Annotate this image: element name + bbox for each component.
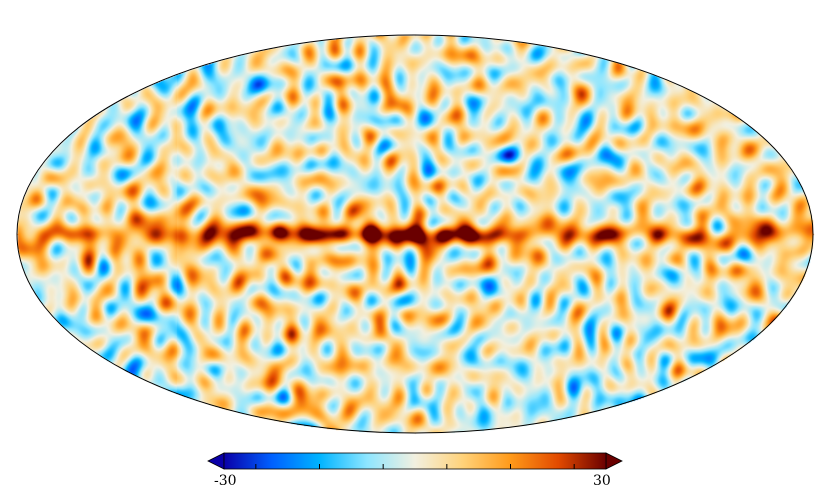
- colorbar-max-label: 30: [593, 473, 611, 489]
- sky-map: [0, 0, 830, 445]
- colorbar-low-extend-arrow: [207, 452, 225, 470]
- colorbar-gradient: [223, 452, 607, 470]
- map-boundary-ellipse: [16, 34, 814, 434]
- colorbar-high-extend-arrow: [605, 452, 623, 470]
- colorbar-min-label: -30: [214, 473, 237, 489]
- colorbar: [207, 452, 623, 470]
- colorbar-body: [207, 452, 623, 470]
- sky-map-image: [0, 0, 830, 445]
- sky-map-outline: [16, 34, 814, 434]
